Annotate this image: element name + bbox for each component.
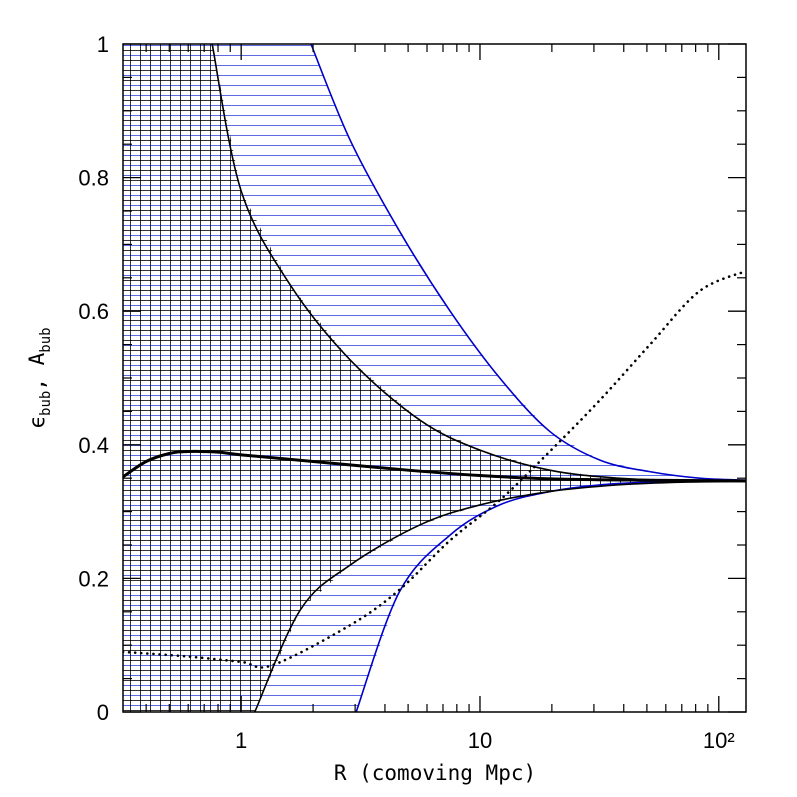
curve xyxy=(254,480,746,712)
y-label-part: , A xyxy=(25,352,49,390)
y-tick-label: 0.6 xyxy=(78,299,109,324)
x-tick-label: 10² xyxy=(703,728,735,753)
curve xyxy=(123,449,746,483)
x-axis-label: R (comoving Mpc) xyxy=(334,761,536,785)
curve xyxy=(310,44,746,482)
y-label-part: bub xyxy=(38,327,54,352)
curves xyxy=(123,44,746,712)
y-tick-label: 0 xyxy=(97,700,109,725)
y-label-part: ϵ xyxy=(25,416,49,429)
y-tick-label: 0.8 xyxy=(78,166,109,191)
y-tick-label: 0.2 xyxy=(78,566,109,591)
x-tick-label: 10 xyxy=(468,728,492,753)
y-tick-label: 0.4 xyxy=(78,433,109,458)
y-axis-label: ϵbub, Abub xyxy=(25,327,54,428)
x-tick-label: 1 xyxy=(235,728,247,753)
hatch-band xyxy=(123,44,746,712)
y-label-part: bub xyxy=(38,391,54,416)
y-tick-label: 1 xyxy=(97,32,109,57)
hatch-bands xyxy=(123,44,746,712)
